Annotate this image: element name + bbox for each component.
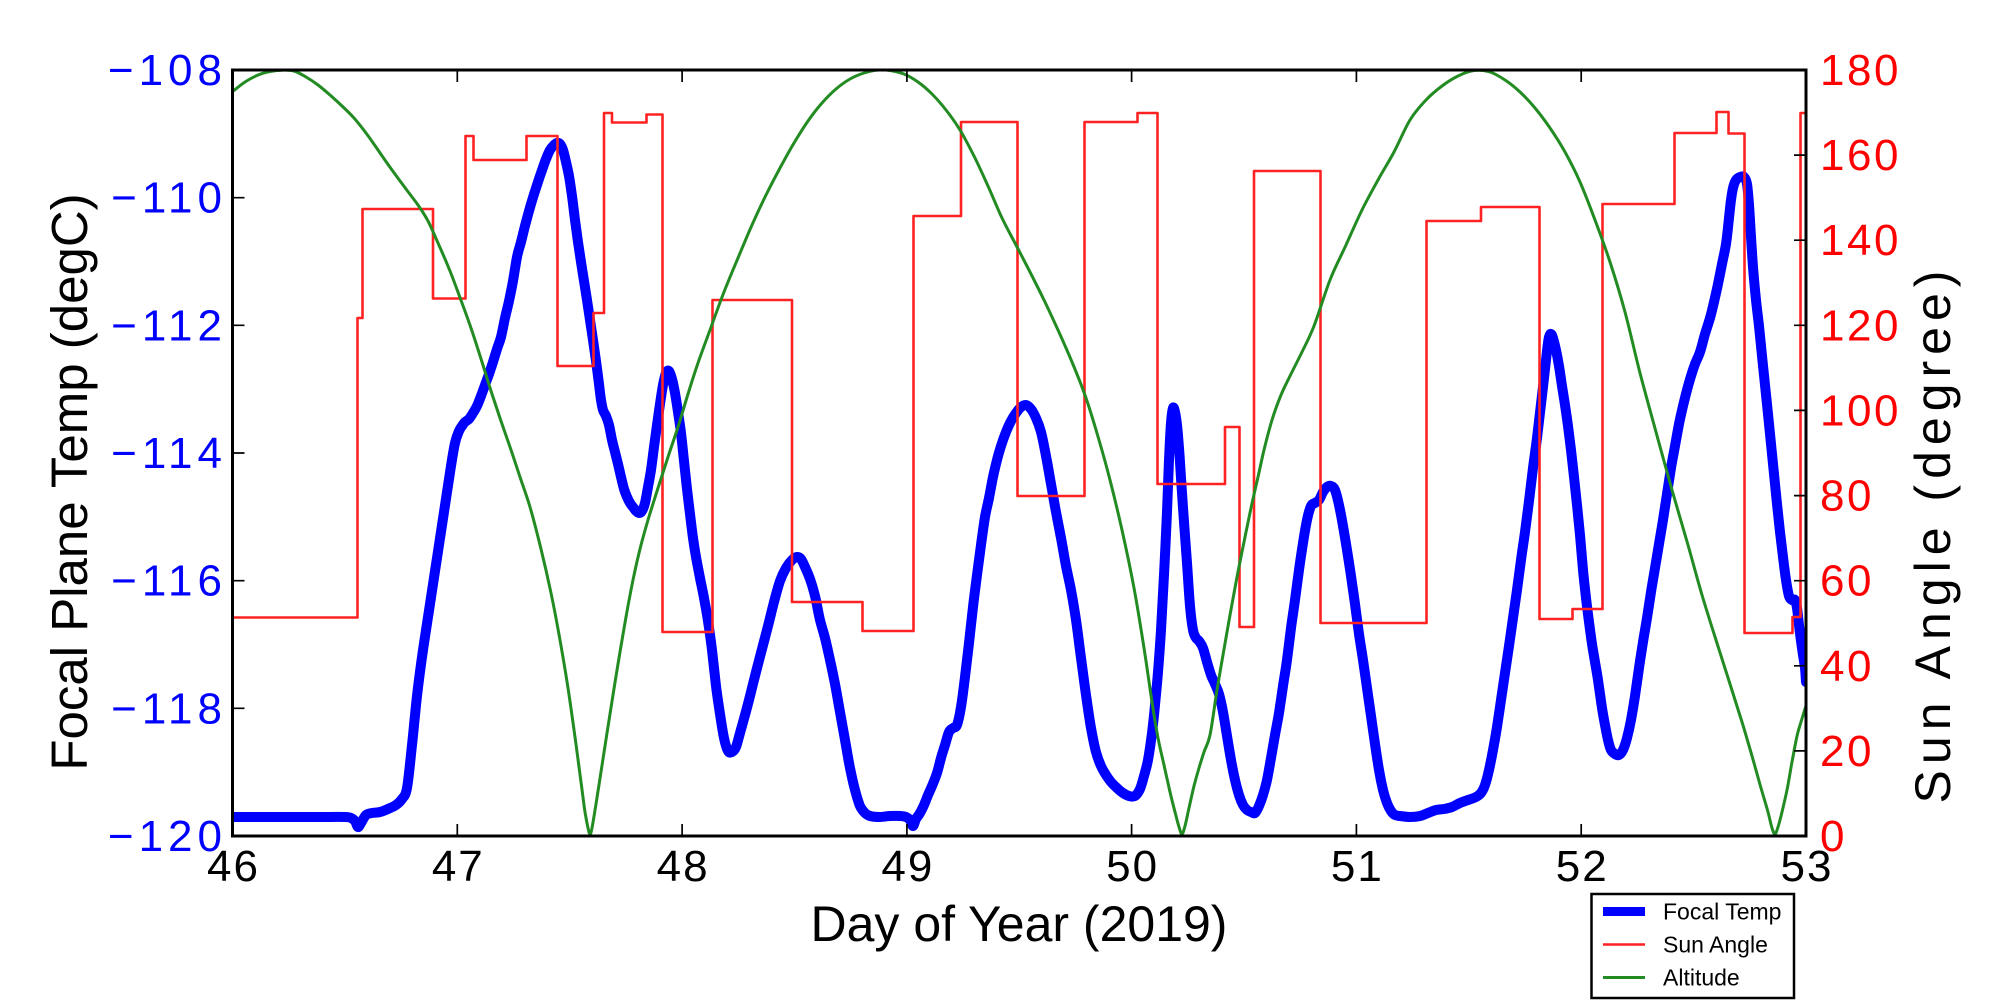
- svg-text:Sun Angle: Sun Angle: [1663, 932, 1768, 958]
- svg-text:60: 60: [1820, 557, 1874, 606]
- svg-text:Focal Plane Temp (degC): Focal Plane Temp (degC): [41, 193, 98, 770]
- svg-text:−120: −120: [108, 812, 227, 861]
- svg-text:−110: −110: [111, 174, 227, 223]
- svg-text:20: 20: [1820, 727, 1874, 776]
- svg-text:180: 180: [1820, 46, 1901, 95]
- svg-text:53: 53: [1781, 842, 1834, 891]
- svg-text:−112: −112: [111, 301, 227, 350]
- svg-text:50: 50: [1106, 842, 1159, 891]
- svg-text:80: 80: [1820, 472, 1874, 521]
- svg-text:120: 120: [1820, 301, 1901, 350]
- svg-text:140: 140: [1820, 216, 1901, 265]
- svg-text:Sun Angle (degree): Sun Angle (degree): [1905, 265, 1961, 804]
- svg-text:−118: −118: [111, 684, 227, 733]
- svg-text:46: 46: [207, 842, 260, 891]
- svg-text:Day of Year (2019): Day of Year (2019): [811, 896, 1228, 952]
- svg-text:Focal Temp: Focal Temp: [1663, 899, 1781, 925]
- svg-text:49: 49: [881, 842, 934, 891]
- svg-text:52: 52: [1556, 842, 1609, 891]
- svg-text:−114: −114: [111, 429, 227, 478]
- svg-text:−108: −108: [108, 46, 227, 95]
- svg-text:40: 40: [1820, 642, 1874, 691]
- svg-text:160: 160: [1820, 131, 1901, 180]
- svg-text:100: 100: [1820, 386, 1901, 435]
- svg-text:51: 51: [1331, 842, 1384, 891]
- svg-text:Altitude: Altitude: [1663, 965, 1740, 991]
- svg-text:−116: −116: [111, 557, 227, 606]
- svg-text:0: 0: [1820, 812, 1847, 861]
- svg-text:47: 47: [432, 842, 485, 891]
- svg-text:48: 48: [657, 842, 710, 891]
